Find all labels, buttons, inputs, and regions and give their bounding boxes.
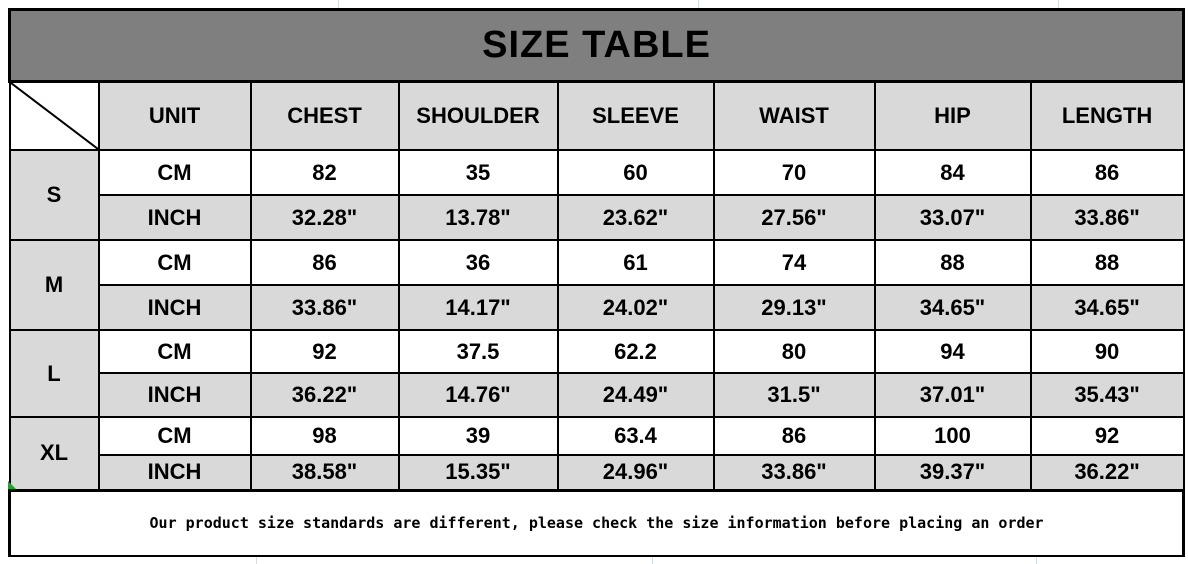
cell-value: 35	[397, 149, 559, 196]
cell-value: 33.86"	[1029, 194, 1185, 241]
cell-value: 32.28"	[249, 194, 400, 241]
cell-value: 100	[873, 416, 1032, 456]
cell-value: 34.65"	[873, 284, 1032, 331]
size-label: M	[8, 239, 100, 331]
cell-value: 37.5	[397, 329, 559, 374]
cell-value: 61	[556, 239, 715, 286]
unit-label: CM	[97, 416, 252, 456]
cell-value: 37.01"	[873, 372, 1032, 418]
size-row-s-cm: S CM 82 35 60 70 84 86	[8, 149, 1185, 241]
unit-label: INCH	[97, 284, 252, 331]
cell-value: 39	[397, 416, 559, 456]
unit-label: CM	[97, 239, 252, 286]
title-row: SIZE TABLE	[7, 8, 1186, 83]
spreadsheet-gridline-strip-bottom	[0, 557, 1188, 564]
cell-value: 88	[873, 239, 1032, 286]
cell-value: 82	[249, 149, 400, 196]
cell-value: 86	[249, 239, 400, 286]
gridline	[652, 557, 653, 564]
size-row-m-cm: M CM 86 36 61 74 88 88	[8, 239, 1185, 331]
gridline	[1058, 0, 1059, 8]
unit-label: INCH	[97, 194, 252, 241]
cell-value: 70	[712, 149, 876, 196]
unit-label: CM	[97, 329, 252, 374]
gridline	[256, 557, 257, 564]
cell-value: 24.96"	[556, 454, 715, 491]
size-label: XL	[8, 416, 100, 491]
cell-value: 86	[712, 416, 876, 456]
cell-value: 62.2	[556, 329, 715, 374]
cell-value: 35.43"	[1029, 372, 1185, 418]
page-title: SIZE TABLE	[7, 8, 1186, 83]
size-row-m-inch: INCH 33.86" 14.17" 24.02" 29.13" 34.65" 34.65"	[10, 284, 1185, 331]
cell-value: 33.07"	[873, 194, 1032, 241]
unit-label: CM	[97, 149, 252, 196]
cell-value: 24.02"	[556, 284, 715, 331]
gridline	[338, 0, 339, 8]
size-row-l-cm: L CM 92 37.5 62.2 80 94 90	[8, 329, 1185, 418]
diagonal-line-icon	[11, 83, 98, 149]
cell-value: 92	[249, 329, 400, 374]
cell-value: 88	[1029, 239, 1185, 286]
size-label: S	[8, 149, 100, 241]
corner-cell	[8, 80, 100, 151]
gridline	[698, 0, 699, 8]
size-row-xl-cm: XL CM 98 39 63.4 86 100 92	[8, 416, 1185, 491]
spreadsheet-gridline-strip-top	[0, 0, 1188, 8]
cell-value: 14.17"	[397, 284, 559, 331]
size-label: L	[8, 329, 100, 418]
cell-value: 14.76"	[397, 372, 559, 418]
cell-value: 33.86"	[249, 284, 400, 331]
unit-label: INCH	[97, 372, 252, 418]
cell-value: 13.78"	[397, 194, 559, 241]
cell-value: 24.49"	[556, 372, 715, 418]
size-note-text: Our product size standards are different…	[7, 488, 1186, 558]
cell-value: 23.62"	[556, 194, 715, 241]
cell-value: 38.58"	[249, 454, 400, 491]
column-header-length: LENGTH	[1029, 80, 1185, 151]
cell-value: 98	[249, 416, 400, 456]
cell-value: 39.37"	[873, 454, 1032, 491]
column-header-hip: HIP	[873, 80, 1032, 151]
cell-value: 92	[1029, 416, 1185, 456]
cell-value: 29.13"	[712, 284, 876, 331]
size-row-s-inch: INCH 32.28" 13.78" 23.62" 27.56" 33.07" 33.86"	[10, 194, 1185, 241]
size-row-l-inch: INCH 36.22" 14.76" 24.49" 31.5" 37.01" 35.43"	[10, 372, 1185, 418]
cell-value: 36.22"	[249, 372, 400, 418]
cell-value: 36.22"	[1029, 454, 1185, 491]
cell-value: 84	[873, 149, 1032, 196]
column-header-chest: CHEST	[249, 80, 400, 151]
column-header-sleeve: SLEEVE	[556, 80, 715, 151]
note-row: Our product size standards are different…	[7, 488, 1186, 558]
cell-value: 60	[556, 149, 715, 196]
cell-value: 74	[712, 239, 876, 286]
unit-label: INCH	[97, 454, 252, 491]
cell-value: 31.5"	[712, 372, 876, 418]
cell-value: 36	[397, 239, 559, 286]
size-table: SIZE TABLE UNIT CHEST SHOULDER SLEEVE WA…	[7, 8, 1186, 558]
column-header-waist: WAIST	[712, 80, 876, 151]
cell-value: 34.65"	[1029, 284, 1185, 331]
cell-value: 33.86"	[712, 454, 876, 491]
spreadsheet-corner-marker-icon	[8, 481, 16, 489]
cell-value: 27.56"	[712, 194, 876, 241]
cell-value: 86	[1029, 149, 1185, 196]
cell-value: 94	[873, 329, 1032, 374]
size-row-xl-inch: INCH 38.58" 15.35" 24.96" 33.86" 39.37" 36.22"	[10, 454, 1185, 491]
cell-value: 90	[1029, 329, 1185, 374]
column-header-row: UNIT CHEST SHOULDER SLEEVE WAIST HIP LEN…	[8, 80, 1185, 151]
cell-value: 63.4	[556, 416, 715, 456]
cell-value: 80	[712, 329, 876, 374]
gridline	[1036, 557, 1037, 564]
column-header-shoulder: SHOULDER	[397, 80, 559, 151]
cell-value: 15.35"	[397, 454, 559, 491]
column-header-unit: UNIT	[97, 80, 252, 151]
